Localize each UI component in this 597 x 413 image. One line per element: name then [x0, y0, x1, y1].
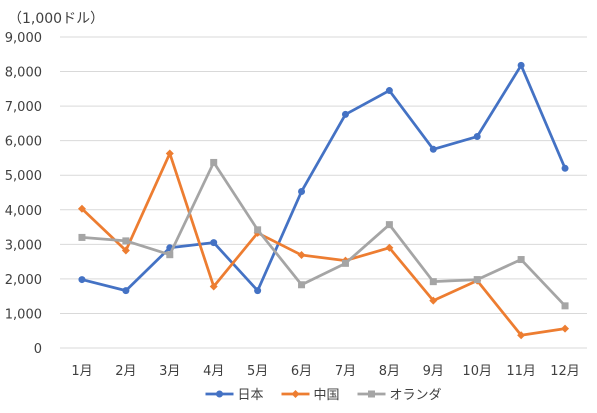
data-point — [368, 390, 375, 398]
series-line — [80, 63, 567, 293]
y-tick-label: 5,000 — [5, 169, 42, 184]
data-point — [473, 276, 481, 284]
data-point — [561, 324, 570, 333]
series-オランダ — [78, 158, 569, 310]
legend-label: 日本 — [238, 388, 264, 403]
x-axis-ticks: 1月 2月 3月 4月 5月 6月 7月 8月 9月 10月 11月 12月 — [71, 364, 579, 379]
data-point — [429, 145, 437, 153]
data-point — [517, 256, 525, 264]
y-tick-label: 1,000 — [5, 307, 42, 322]
data-point — [216, 390, 223, 398]
data-point — [210, 239, 218, 247]
x-tick-label: 1月 — [71, 364, 92, 379]
data-point — [517, 61, 525, 69]
y-tick-label: 3,000 — [5, 238, 42, 253]
y-tick-label: 6,000 — [5, 135, 42, 150]
data-point — [254, 287, 262, 295]
legend-item: 中国 — [281, 388, 340, 403]
legend: 日本 中国 オランダ — [205, 388, 442, 403]
data-point — [78, 276, 86, 284]
legend-label: オランダ — [390, 388, 442, 403]
y-axis-ticks: 0 1,000 2,000 3,000 4,000 5,000 6,000 7,000 8,00… — [5, 31, 42, 357]
data-point — [254, 226, 262, 234]
data-point — [341, 110, 349, 118]
y-tick-label: 4,000 — [5, 204, 42, 219]
legend-item: オランダ — [357, 388, 442, 403]
data-point — [385, 87, 393, 95]
data-point — [429, 278, 437, 286]
x-tick-label: 9月 — [423, 364, 444, 379]
data-point — [385, 243, 394, 252]
gridlines — [60, 36, 587, 349]
series-日本 — [78, 61, 569, 295]
x-tick-label: 2月 — [115, 364, 136, 379]
data-point — [517, 331, 526, 340]
legend-item: 日本 — [205, 388, 264, 403]
data-point — [166, 251, 174, 259]
x-tick-label: 3月 — [159, 364, 180, 379]
legend-label: 中国 — [314, 388, 340, 403]
data-point — [209, 282, 218, 291]
x-tick-label: 5月 — [247, 364, 268, 379]
data-point — [122, 287, 130, 295]
series-group — [77, 61, 570, 340]
data-point — [298, 187, 306, 195]
series-line — [80, 152, 567, 337]
x-tick-label: 8月 — [379, 364, 400, 379]
data-point — [298, 281, 306, 289]
x-tick-label: 7月 — [335, 364, 356, 379]
data-point — [561, 302, 569, 310]
y-tick-label: 0 — [34, 342, 42, 357]
data-point — [561, 164, 569, 172]
data-point — [122, 237, 130, 245]
data-point — [78, 233, 86, 241]
x-tick-label: 6月 — [291, 364, 312, 379]
x-tick-label: 10月 — [462, 364, 492, 379]
y-unit-label: （1,000ドル） — [8, 11, 105, 27]
data-point — [473, 133, 481, 141]
data-point — [385, 221, 393, 229]
data-point — [121, 246, 130, 255]
data-point — [297, 251, 306, 260]
y-tick-label: 9,000 — [5, 31, 42, 46]
data-point — [429, 296, 438, 305]
data-point — [165, 149, 174, 158]
x-tick-label: 11月 — [506, 364, 536, 379]
data-point — [341, 259, 349, 267]
data-point — [210, 158, 218, 166]
y-tick-label: 8,000 — [5, 66, 42, 81]
data-point — [291, 390, 300, 398]
x-tick-label: 12月 — [550, 364, 580, 379]
series-line — [80, 161, 567, 308]
x-tick-label: 4月 — [203, 364, 224, 379]
y-tick-label: 2,000 — [5, 273, 42, 288]
y-tick-label: 7,000 — [5, 100, 42, 115]
data-point — [77, 204, 86, 213]
